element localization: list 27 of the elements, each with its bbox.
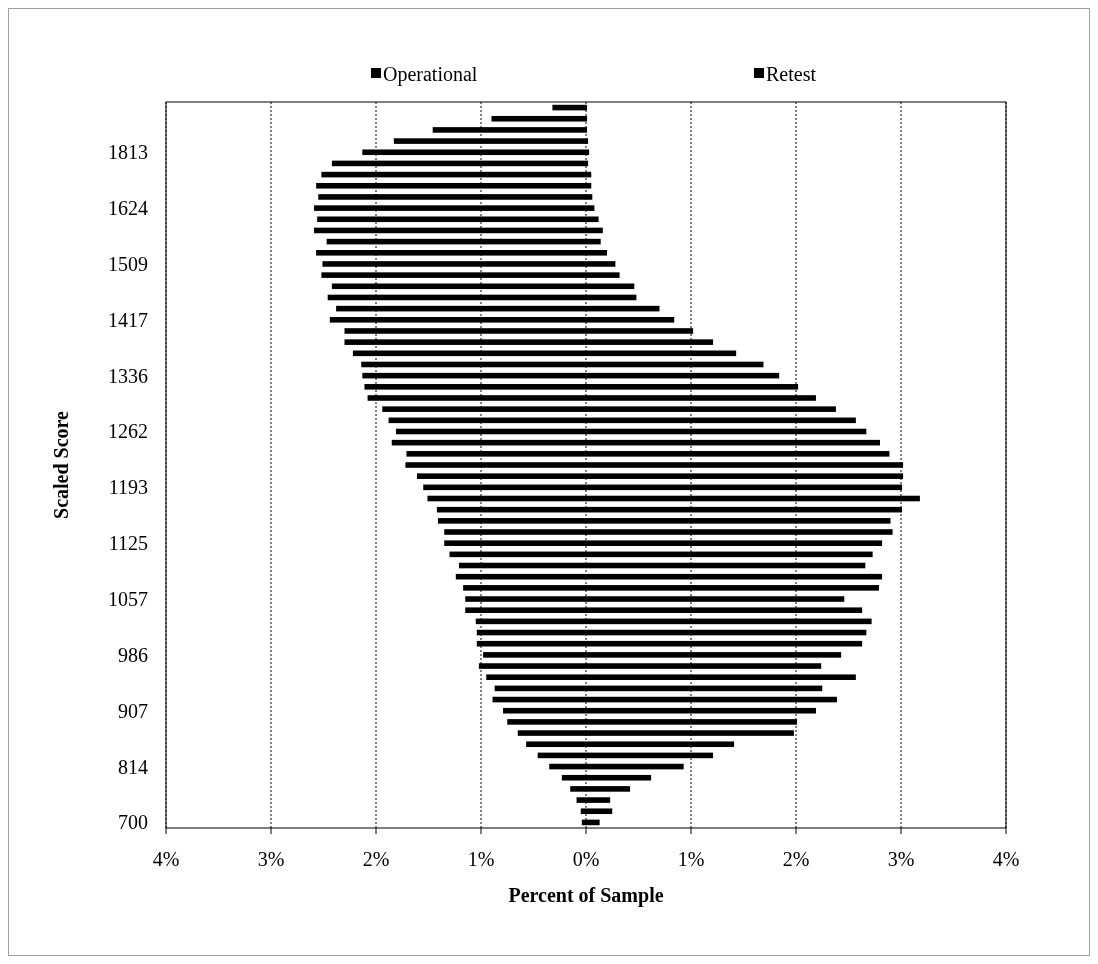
y-tick-label: 1193 <box>108 476 148 499</box>
y-tick-label: 1262 <box>108 420 148 443</box>
y-tick-label: 1125 <box>108 532 148 555</box>
x-axis-title: Percent of Sample <box>508 884 664 907</box>
y-tick-label: 1417 <box>108 308 148 331</box>
x-tick-label: 4% <box>992 848 1020 870</box>
x-tick-label: 1% <box>467 848 495 870</box>
y-tick-label: 1509 <box>108 252 148 275</box>
x-tick-label: 4% <box>152 848 180 870</box>
y-tick-label: 986 <box>118 643 148 666</box>
x-tick-label: 2% <box>782 848 810 870</box>
y-tick-label: 700 <box>118 811 148 834</box>
y-tick-label: 907 <box>118 699 148 722</box>
y-axis-title: Scaled Score <box>50 410 72 519</box>
x-tick-label: 1% <box>677 848 705 870</box>
legend-label: Operational <box>383 63 478 86</box>
legend-label: Retest <box>766 63 817 85</box>
x-tick-label: 0% <box>572 848 600 870</box>
y-tick-label: 1336 <box>108 364 148 387</box>
y-tick-label: 1057 <box>108 588 148 611</box>
y-tick-label: 1813 <box>108 141 148 164</box>
y-tick-label: 814 <box>118 755 148 778</box>
x-tick-label: 3% <box>887 848 915 870</box>
bar <box>393 138 586 144</box>
x-tick-label: 2% <box>362 848 390 870</box>
x-tick-label: 3% <box>257 848 285 870</box>
y-tick-label: 1624 <box>108 197 148 220</box>
